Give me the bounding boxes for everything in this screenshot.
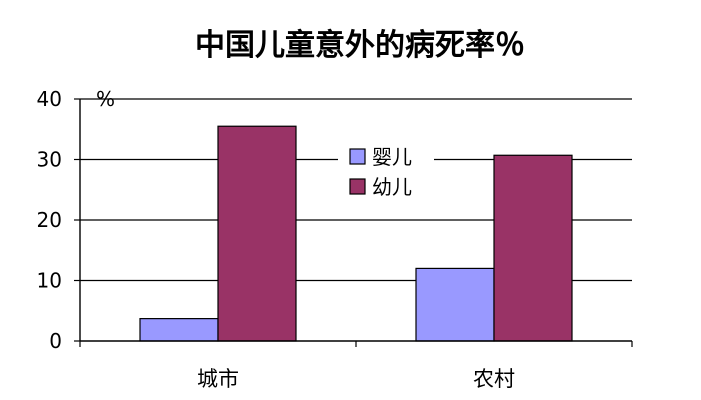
x-category-label: 农村: [473, 367, 515, 391]
y-tick-label: 40: [37, 87, 62, 111]
chart-title: 中国儿童意外的病死率％: [195, 28, 525, 63]
x-category-label: 城市: [197, 367, 239, 391]
legend-label: 幼儿: [372, 175, 412, 199]
bar: [415, 267, 495, 342]
axes: [74, 98, 633, 347]
legend-swatch: [349, 178, 366, 195]
bar: [217, 125, 297, 342]
bars: [139, 125, 573, 342]
y-tick-label: 20: [37, 208, 62, 232]
y-tick-label: 10: [37, 269, 62, 293]
legend-label: 婴儿: [372, 145, 412, 169]
y-tick-label: 30: [37, 148, 62, 172]
y-tick-label: 0: [49, 329, 62, 353]
bar: [493, 154, 573, 342]
bar: [139, 318, 219, 342]
tick-labels: 0 10 20 30 40 城市 农村: [37, 87, 515, 391]
legend-swatch: [349, 148, 366, 165]
